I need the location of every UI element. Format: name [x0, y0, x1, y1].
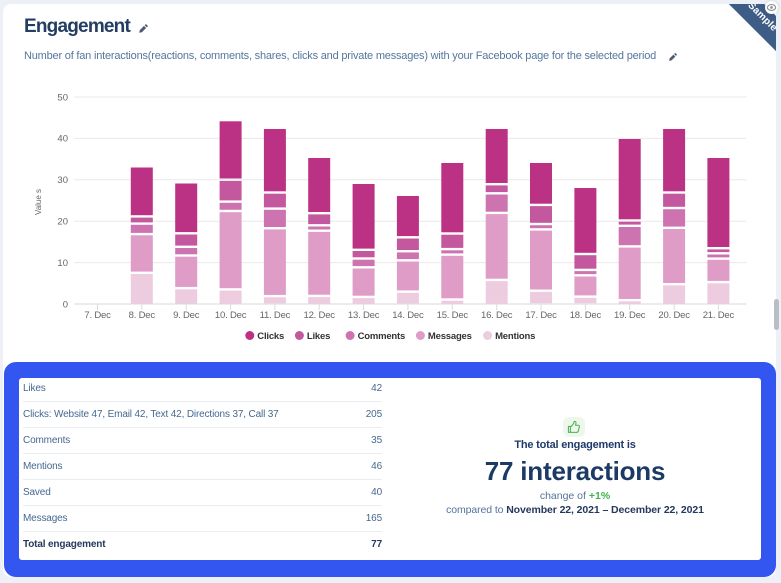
svg-text:Likes: Likes: [307, 331, 330, 342]
svg-text:13. Dec: 13. Dec: [348, 310, 380, 321]
svg-text:20: 20: [57, 217, 68, 228]
svg-text:Clicks: Clicks: [257, 331, 284, 342]
svg-text:50: 50: [57, 92, 68, 103]
svg-text:40: 40: [57, 134, 68, 145]
svg-text:14. Dec: 14. Dec: [392, 310, 424, 321]
svg-text:9. Dec: 9. Dec: [173, 310, 200, 321]
svg-text:17. Dec: 17. Dec: [525, 310, 557, 321]
svg-text:21. Dec: 21. Dec: [703, 310, 735, 321]
svg-text:20. Dec: 20. Dec: [658, 310, 690, 321]
svg-text:12. Dec: 12. Dec: [304, 310, 336, 321]
svg-text:10: 10: [57, 258, 68, 269]
svg-text:16. Dec: 16. Dec: [481, 310, 513, 321]
svg-text:11. Dec: 11. Dec: [260, 310, 291, 321]
svg-text:30: 30: [57, 175, 68, 186]
svg-text:19. Dec: 19. Dec: [614, 310, 646, 321]
svg-text:Comments: Comments: [358, 331, 406, 342]
svg-text:Messages: Messages: [428, 331, 472, 342]
svg-text:10. Dec: 10. Dec: [215, 310, 247, 321]
svg-text:18. Dec: 18. Dec: [570, 310, 602, 321]
svg-text:15. Dec: 15. Dec: [437, 310, 469, 321]
svg-text:8. Dec: 8. Dec: [129, 310, 156, 321]
svg-text:0: 0: [63, 299, 68, 310]
svg-text:7. Dec: 7. Dec: [84, 310, 111, 321]
svg-text:Mentions: Mentions: [495, 331, 535, 342]
svg-text:Value s: Value s: [34, 189, 43, 215]
